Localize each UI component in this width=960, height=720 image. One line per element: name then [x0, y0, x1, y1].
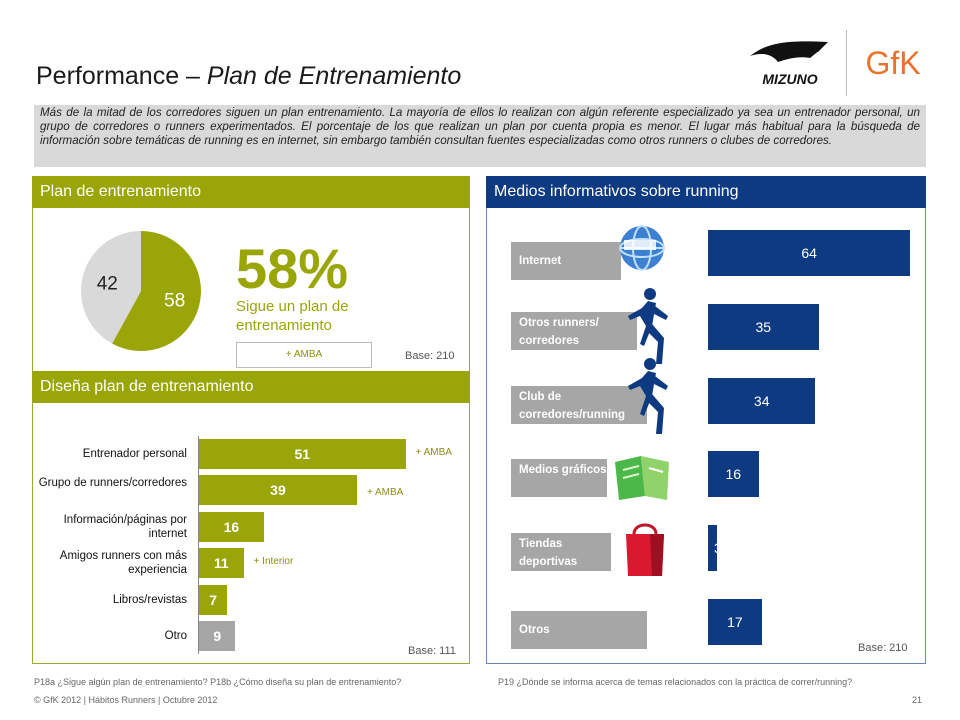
plan-subtitle: Sigue un plan de entrenamiento: [236, 297, 386, 335]
plan-header: Plan de entrenamiento: [32, 176, 470, 208]
logo-divider: [846, 30, 847, 96]
runner-icon: [628, 288, 668, 364]
summary-text: Más de la mitad de los corredores siguen…: [34, 105, 926, 167]
pie-slice-yes: [112, 231, 201, 351]
medios-bar: 64: [708, 230, 911, 276]
diseña-bar: 11: [199, 548, 244, 579]
plan-subtitle-line1: Sigue un plan de: [236, 298, 349, 315]
diseña-header: Diseña plan de entrenamiento: [32, 371, 470, 403]
pie-label-no: 42: [97, 273, 118, 294]
diseña-bar: 39: [199, 475, 357, 506]
medios-bar: 17: [708, 599, 762, 645]
medios-category-label: Internet: [511, 242, 621, 280]
title-main: Performance –: [36, 62, 207, 90]
medios-base: Base: 210: [858, 642, 908, 654]
footer-question-right: P19 ¿Dónde se informa acerca de temas re…: [498, 677, 853, 687]
diseña-bar-note: + Interior: [253, 556, 294, 568]
medios-bar: 16: [708, 451, 759, 498]
diseña-category-label: Amigos runners con más experiencia: [59, 550, 187, 577]
medios-category-label: Tiendas deportivas: [511, 533, 611, 572]
medios-bar: 34: [708, 377, 816, 424]
plan-subtitle-line2: entrenamiento: [236, 317, 332, 334]
plan-amba-note: + AMBA: [236, 342, 372, 368]
medios-bar: 3: [708, 525, 722, 572]
diseña-category-label: Entrenador personal: [82, 448, 187, 460]
gfk-logo: GfK: [858, 28, 928, 98]
diseña-category-label: Grupo de runners/corredores: [38, 477, 187, 490]
pie-slice-no: [80, 231, 141, 344]
medios-bar: 35: [708, 303, 819, 350]
diseña-bar: 16: [199, 511, 264, 542]
medios-category-label: Medios gráficos: [511, 459, 607, 498]
diseña-base: Base: 111: [408, 645, 456, 657]
medios-category-label: Club de corredores/running: [511, 385, 647, 424]
diseña-category-label: Libros/revistas: [112, 593, 187, 606]
svg-text:MIZUNO: MIZUNO: [762, 71, 817, 87]
diseña-category-label: Información/páginas por internet: [63, 513, 187, 540]
footer-copyright: © GfK 2012 | Hábitos Runners | Octubre 2…: [34, 695, 218, 705]
diseña-bar: 7: [199, 584, 228, 615]
mizuno-logo: MIZUNO: [750, 41, 828, 87]
magazine-icon: [615, 456, 669, 500]
svg-text:GfK: GfK: [865, 45, 920, 81]
shopping-bag-icon: [626, 523, 664, 576]
medios-header: Medios informativos sobre running: [486, 176, 926, 208]
plan-percentage: 58%: [236, 237, 349, 300]
diseña-bar: 9: [199, 621, 236, 651]
page-number: 21: [912, 695, 923, 705]
pie-label-yes: 58: [164, 291, 185, 312]
title-italic: Plan de Entrenamiento: [206, 62, 462, 90]
page-title: Performance – Plan de Entrenamiento: [36, 62, 461, 91]
diseña-bar-note: + AMBA: [415, 447, 452, 458]
medios-category-label: Otros: [511, 611, 647, 649]
footer-question-left: P18a ¿Sigue algún plan de entrenamiento?…: [34, 677, 402, 687]
diseña-category-label: Otro: [164, 630, 187, 642]
plan-base: Base: 210: [405, 350, 455, 362]
medios-category-label: Otros runners/ corredores: [511, 311, 637, 350]
runner-icon: [628, 358, 668, 434]
diseña-bar-note: + AMBA: [366, 487, 404, 499]
diseña-axis: [198, 436, 199, 654]
diseña-bar: 51: [199, 439, 406, 469]
globe-icon: [619, 225, 665, 271]
plan-pie-chart: 58 42: [80, 231, 201, 351]
